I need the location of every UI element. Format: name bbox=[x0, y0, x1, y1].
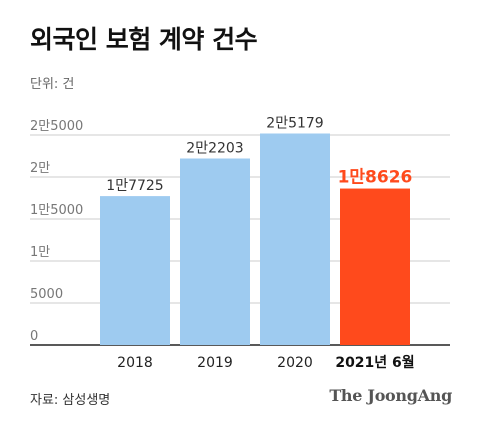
labels: 0 5000 1만 1만5000 2만 2만5000 1만7725 2018 2만2203 201… bbox=[30, 115, 415, 371]
chart-title: 외국인 보험 계약 건수 bbox=[30, 25, 258, 54]
y-tick-label: 2만5000 bbox=[30, 119, 83, 134]
x-tick-label: 2019 bbox=[197, 355, 233, 371]
data-label: 2만2203 bbox=[186, 140, 243, 156]
bar-2018 bbox=[100, 196, 170, 345]
data-label: 1만8626 bbox=[338, 168, 413, 188]
x-tick-label: 2018 bbox=[117, 355, 153, 371]
data-label: 2만5179 bbox=[266, 115, 323, 131]
brand-logo: The JoongAng bbox=[329, 386, 452, 405]
x-tick-label: 2021년 6월 bbox=[335, 354, 414, 371]
x-tick-label: 2020 bbox=[277, 355, 313, 371]
y-tick-label: 5000 bbox=[30, 287, 63, 302]
y-tick-label: 0 bbox=[30, 329, 38, 344]
bar-2020 bbox=[260, 133, 330, 345]
unit-label: 단위: 건 bbox=[30, 77, 75, 92]
y-tick-label: 1만 bbox=[30, 245, 50, 260]
y-tick-label: 1만5000 bbox=[30, 203, 83, 218]
bar-2019 bbox=[180, 158, 250, 345]
bars bbox=[100, 133, 410, 345]
source-note: 자료: 삼성생명 bbox=[30, 393, 111, 408]
y-tick-label: 2만 bbox=[30, 161, 50, 176]
bar-2021년-6월 bbox=[340, 188, 410, 345]
data-label: 1만7725 bbox=[106, 178, 163, 194]
